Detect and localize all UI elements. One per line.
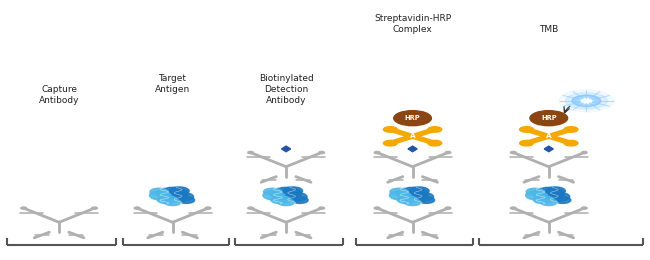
Circle shape — [519, 140, 534, 146]
Circle shape — [418, 197, 435, 203]
Circle shape — [384, 140, 397, 146]
Polygon shape — [544, 146, 553, 152]
Circle shape — [292, 197, 308, 203]
Circle shape — [263, 188, 281, 195]
Circle shape — [559, 90, 614, 112]
Circle shape — [248, 207, 254, 209]
Circle shape — [428, 127, 442, 132]
Text: A: A — [410, 133, 415, 139]
Circle shape — [172, 192, 194, 201]
Circle shape — [205, 207, 211, 209]
Circle shape — [510, 207, 516, 209]
Circle shape — [390, 188, 408, 195]
Circle shape — [270, 196, 291, 204]
Circle shape — [178, 197, 194, 203]
Circle shape — [564, 140, 578, 146]
Circle shape — [582, 151, 587, 154]
Circle shape — [164, 199, 181, 206]
Circle shape — [554, 197, 571, 203]
Circle shape — [428, 140, 442, 146]
Circle shape — [526, 190, 550, 200]
Circle shape — [318, 207, 324, 209]
Text: TMB: TMB — [539, 25, 558, 34]
Circle shape — [394, 111, 432, 126]
Circle shape — [534, 196, 553, 204]
Text: HRP: HRP — [405, 115, 421, 121]
Circle shape — [263, 190, 287, 200]
Circle shape — [548, 192, 569, 201]
Text: A: A — [546, 133, 552, 139]
Circle shape — [582, 207, 587, 209]
Circle shape — [445, 207, 451, 209]
Circle shape — [564, 127, 578, 132]
Text: Target
Antigen: Target Antigen — [155, 74, 190, 94]
Circle shape — [566, 93, 607, 109]
Text: Biotinylated
Detection
Antibody: Biotinylated Detection Antibody — [259, 74, 313, 106]
Circle shape — [410, 187, 429, 195]
Circle shape — [135, 207, 140, 209]
Circle shape — [534, 187, 564, 200]
Circle shape — [578, 97, 595, 104]
Circle shape — [285, 192, 307, 201]
Circle shape — [150, 188, 168, 195]
Circle shape — [374, 207, 380, 209]
Circle shape — [541, 199, 557, 206]
Text: HRP: HRP — [541, 115, 556, 121]
Polygon shape — [281, 146, 291, 152]
Circle shape — [248, 151, 254, 154]
Circle shape — [283, 187, 303, 195]
Circle shape — [572, 95, 601, 107]
Text: Capture
Antibody: Capture Antibody — [39, 85, 79, 106]
Circle shape — [581, 99, 592, 103]
Circle shape — [270, 187, 302, 200]
Circle shape — [404, 199, 421, 206]
Circle shape — [526, 188, 544, 195]
Circle shape — [445, 151, 451, 154]
Polygon shape — [408, 146, 417, 152]
Circle shape — [411, 192, 434, 201]
Circle shape — [530, 111, 567, 126]
Circle shape — [519, 127, 534, 132]
Circle shape — [21, 207, 27, 209]
Circle shape — [545, 187, 566, 195]
Circle shape — [157, 196, 177, 204]
Circle shape — [150, 190, 174, 200]
Circle shape — [374, 151, 380, 154]
Circle shape — [389, 190, 413, 200]
Text: Streptavidin-HRP
Complex: Streptavidin-HRP Complex — [374, 14, 451, 34]
Circle shape — [169, 187, 189, 195]
Circle shape — [510, 151, 516, 154]
Circle shape — [397, 187, 428, 200]
Circle shape — [278, 199, 294, 206]
Circle shape — [157, 187, 188, 200]
Circle shape — [92, 207, 98, 209]
Circle shape — [384, 127, 397, 132]
Circle shape — [397, 196, 417, 204]
Circle shape — [318, 151, 324, 154]
